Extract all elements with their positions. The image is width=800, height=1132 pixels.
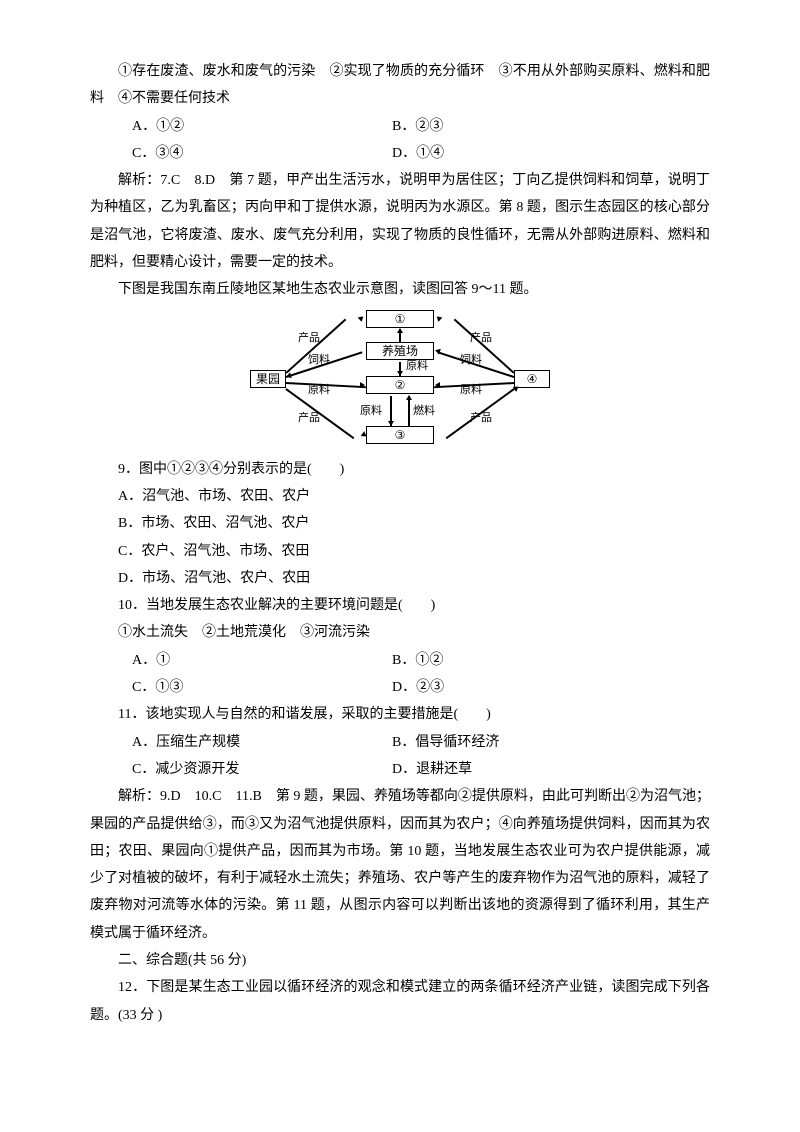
q9-c: C．农户、沼气池、市场、农田	[90, 538, 710, 565]
lbl-prod-br: 产品	[470, 412, 492, 425]
box-bottom: ③	[366, 426, 434, 444]
q10-c: C．①③	[132, 674, 392, 701]
intro-statements: ①存在废渣、废水和废气的污染 ②实现了物质的充分循环 ③不用从外部购买原料、燃料…	[90, 58, 710, 113]
option-b: B．②③	[392, 113, 710, 140]
lead-9-11: 下图是我国东南丘陵地区某地生态农业示意图，读图回答 9～11 题。	[90, 276, 710, 303]
lbl-raw-mid: 原料	[406, 360, 428, 373]
box-mid: ②	[366, 376, 434, 394]
analysis-7-8: 解析：7.C 8.D 第 7 题，甲产出生活污水，说明甲为居住区；丁向乙提供饲料…	[90, 167, 710, 276]
box-right: ④	[514, 370, 550, 388]
q10-stem: 10．当地发展生态农业解决的主要环境问题是( )	[90, 592, 710, 619]
eco-agriculture-diagram: 果园 ④ ① 养殖场 ② ③ 原料 原料 燃料 产品 饲料 原料 产品 产	[90, 310, 710, 450]
q11-row2: C．减少资源开发 D．退耕还草	[90, 756, 710, 783]
lbl-feed-l: 饲料	[308, 354, 330, 367]
option-a: A．①②	[132, 113, 392, 140]
lbl-fuel: 燃料	[413, 405, 435, 418]
lbl-raw-r: 原料	[460, 384, 482, 397]
option-c: C．③④	[132, 140, 392, 167]
q12: 12．下图是某生态工业园以循环经济的观念和模式建立的两条循环经济产业链，读图完成…	[90, 974, 710, 1029]
box-left: 果园	[250, 370, 286, 388]
q10-row1: A．① B．①②	[90, 647, 710, 674]
lbl-prod-tr: 产品	[470, 332, 492, 345]
option-d: D．①④	[392, 140, 710, 167]
q9-a: A．沼气池、市场、农田、农户	[90, 483, 710, 510]
section-2-heading: 二、综合题(共 56 分)	[90, 947, 710, 974]
q11-stem: 11．该地实现人与自然的和谐发展，采取的主要措施是( )	[90, 701, 710, 728]
box-top: ①	[366, 310, 434, 328]
q10-b: B．①②	[392, 647, 710, 674]
q9-d: D．市场、沼气池、农户、农田	[90, 565, 710, 592]
analysis-9-11: 解析：9.D 10.C 11.B 第 9 题，果园、养殖场等都向②提供原料，由此…	[90, 783, 710, 947]
q10-row2: C．①③ D．②③	[90, 674, 710, 701]
q10-sub: ①水土流失 ②土地荒漠化 ③河流污染	[90, 619, 710, 646]
lbl-raw-low: 原料	[360, 405, 382, 418]
lbl-feed-r: 饲料	[460, 354, 482, 367]
lbl-raw-l: 原料	[308, 384, 330, 397]
intro-options-row1: A．①② B．②③	[90, 113, 710, 140]
lbl-prod-tl: 产品	[298, 332, 320, 345]
q11-row1: A．压缩生产规模 B．倡导循环经济	[90, 729, 710, 756]
box-mid-upper: 养殖场	[366, 342, 434, 360]
q11-c: C．减少资源开发	[132, 756, 392, 783]
q10-d: D．②③	[392, 674, 710, 701]
lbl-prod-bl: 产品	[298, 412, 320, 425]
q9-stem: 9．图中①②③④分别表示的是( )	[90, 456, 710, 483]
q11-a: A．压缩生产规模	[132, 729, 392, 756]
intro-options-row2: C．③④ D．①④	[90, 140, 710, 167]
q11-d: D．退耕还草	[392, 756, 710, 783]
q10-a: A．①	[132, 647, 392, 674]
q11-b: B．倡导循环经济	[392, 729, 710, 756]
q9-b: B．市场、农田、沼气池、农户	[90, 510, 710, 537]
